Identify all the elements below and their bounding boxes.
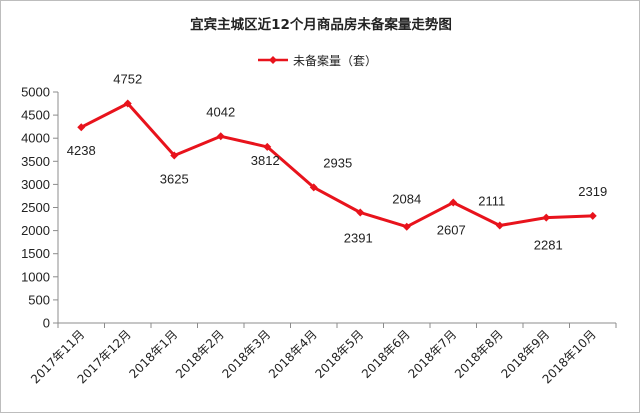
- data-point-marker: [356, 208, 365, 217]
- x-tick-label: 2018年1月: [126, 327, 180, 381]
- data-point-marker: [588, 211, 597, 220]
- x-tick-label: 2018年4月: [266, 327, 320, 381]
- data-labels: 4238 4752 3625 4042 3812 2935 2391 2084 2607 2111…: [67, 71, 607, 252]
- legend-diamond-marker: [269, 56, 277, 64]
- data-label: 3812: [251, 153, 280, 168]
- data-label: 4238: [67, 143, 96, 158]
- data-label: 2935: [323, 155, 352, 170]
- y-tick-label: 2500: [21, 200, 50, 215]
- data-point-marker: [402, 222, 411, 231]
- data-point-marker: [263, 142, 272, 151]
- data-label: 2391: [344, 231, 373, 246]
- y-tick-label: 4500: [21, 108, 50, 123]
- data-label: 4752: [113, 71, 142, 86]
- data-label: 4042: [206, 104, 235, 119]
- x-tick-label: 2018年6月: [359, 327, 413, 381]
- x-tick-label: 2018年7月: [405, 327, 459, 381]
- data-label: 2084: [392, 192, 421, 207]
- legend: 未备案量（套）: [258, 53, 377, 68]
- data-label: 2281: [534, 238, 563, 253]
- data-label: 2111: [478, 193, 505, 208]
- chart-title: 宜宾主城区近12个月商品房未备案量走势图: [190, 16, 452, 33]
- data-point-marker: [123, 99, 132, 108]
- y-tick-label: 2000: [21, 223, 50, 238]
- data-point-marker: [77, 123, 86, 132]
- y-tick-label: 0: [43, 316, 50, 331]
- data-point-marker: [449, 198, 458, 207]
- y-tick-label: 3500: [21, 154, 50, 169]
- axes: [57, 92, 616, 324]
- x-tick-label: 2018年8月: [452, 327, 506, 381]
- data-point-marker: [309, 183, 318, 192]
- y-tick-label: 4000: [21, 131, 50, 146]
- data-point-marker: [542, 213, 551, 222]
- data-points: [77, 99, 597, 231]
- data-point-marker: [495, 221, 504, 230]
- x-tick-label: 2018年5月: [312, 327, 366, 381]
- x-tick-label: 2018年2月: [173, 327, 227, 381]
- y-tick-label: 500: [28, 292, 50, 307]
- y-tick-label: 1500: [21, 246, 50, 261]
- legend-label: 未备案量（套）: [293, 53, 377, 68]
- series-polyline: [80, 102, 593, 229]
- data-label: 2319: [578, 184, 607, 199]
- y-axis-ticks: 0 500 1000 1500 2000 2500 3000 3500 4000 4500 5000: [21, 85, 58, 331]
- x-axis-ticks: 2017年11月2017年12月2018年1月2018年2月2018年3月201…: [28, 323, 617, 386]
- x-tick-label: 2018年3月: [219, 327, 273, 381]
- data-point-marker: [216, 132, 225, 141]
- series-line: [80, 102, 593, 229]
- data-label: 2607: [437, 223, 466, 238]
- y-tick-label: 5000: [21, 85, 50, 100]
- data-label: 3625: [160, 172, 189, 187]
- data-point-marker: [170, 151, 179, 160]
- y-tick-label: 1000: [21, 269, 50, 284]
- y-tick-label: 3000: [21, 177, 50, 192]
